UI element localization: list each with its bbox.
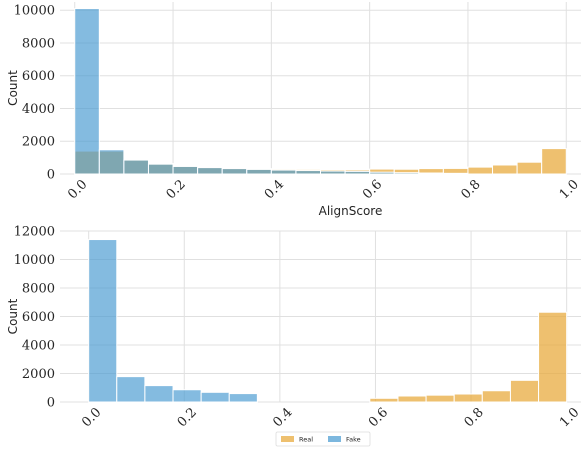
y-tick-label: 12000 [14,225,55,240]
y-tick-label: 2000 [22,135,55,150]
histogram-bar-fake [200,391,230,403]
y-tick-label: 0 [47,168,55,183]
y-tick-label: 10000 [14,4,55,19]
histogram-bar-real [492,164,518,175]
histogram-bar-real [467,166,494,175]
x-tick-label: 1.0 [557,405,581,430]
histogram-bar-fake [116,376,146,403]
y-tick-label: 6000 [22,69,55,84]
histogram-bar-fake [123,159,149,175]
y-axis-title: Count [6,298,20,334]
x-tick-label: 0.4 [270,405,295,430]
x-tick-label: 0.0 [79,405,104,430]
y-axis-title: Count [6,70,20,106]
x-tick-label: 0.0 [65,177,90,202]
y-tick-label: 8000 [22,36,55,51]
y-tick-label: 10000 [14,253,55,268]
histogram-bar-fake [442,172,469,175]
x-tick-label: 0.2 [164,177,189,202]
x-tick-label: 0.6 [366,405,391,430]
y-tick-label: 4000 [22,339,55,354]
legend-label-real: Real [299,436,313,444]
histogram-bar-real [541,148,567,175]
histogram-bar-real [481,390,511,403]
histogram-bar-real [538,311,568,403]
histogram-bar-real [509,379,540,403]
histogram-bar-real [425,394,455,403]
histogram-bar-real [453,393,483,403]
histogram-bar-fake [172,389,202,403]
histogram-bar-fake [270,169,297,175]
histogram-bar-real [516,161,543,175]
histogram-bar-fake [418,172,444,175]
histogram-bar-fake [197,167,223,175]
histogram-bar-fake [393,172,420,175]
histogram-bar-fake [88,239,118,403]
histogram-bar-fake [147,163,174,175]
x-tick-label: 0.4 [262,177,287,202]
histogram-bar-fake [172,165,199,175]
histogram-bar-fake [228,393,258,403]
histogram-bar-fake [98,149,125,175]
histogram-bar-real [369,397,399,403]
x-tick-label: 0.8 [462,405,487,430]
histogram-bar-fake [344,170,371,175]
legend-swatch-real [281,436,294,442]
histogram-bar-fake [295,170,322,175]
legend-swatch-fake [328,436,341,442]
y-tick-label: 8000 [22,282,55,297]
histogram-bar-real [397,395,427,403]
histogram-bar-fake [221,168,248,175]
legend-label-fake: Fake [346,436,361,444]
histogram-bar-fake [320,170,346,175]
histogram-bar-fake [144,385,174,403]
x-tick-label: 0.2 [175,405,200,430]
y-tick-label: 4000 [22,102,55,117]
x-tick-label: 0.8 [458,177,483,202]
histogram-bar-fake [74,8,100,175]
y-tick-label: 2000 [22,367,55,382]
histogram-bar-fake [369,171,395,175]
x-tick-label: 0.6 [360,177,385,202]
y-tick-label: 0 [47,396,55,411]
y-tick-label: 6000 [22,310,55,325]
x-axis-title: AlignScore [319,204,383,218]
legend-frame [275,431,371,447]
x-tick-label: 1.0 [557,177,581,202]
histogram-bar-fake [246,168,272,175]
chart-legend: Real Fake [275,431,371,447]
bottom-histogram-panel: 0 2000 4000 6000 8000 10000 12000 0.0 0.2 0.4 0.6 0… [6,225,581,430]
top-histogram-panel: 0 2000 4000 6000 8000 10000 0.0 0.2 0.4 0.6 0.8 1.0… [6,2,581,218]
